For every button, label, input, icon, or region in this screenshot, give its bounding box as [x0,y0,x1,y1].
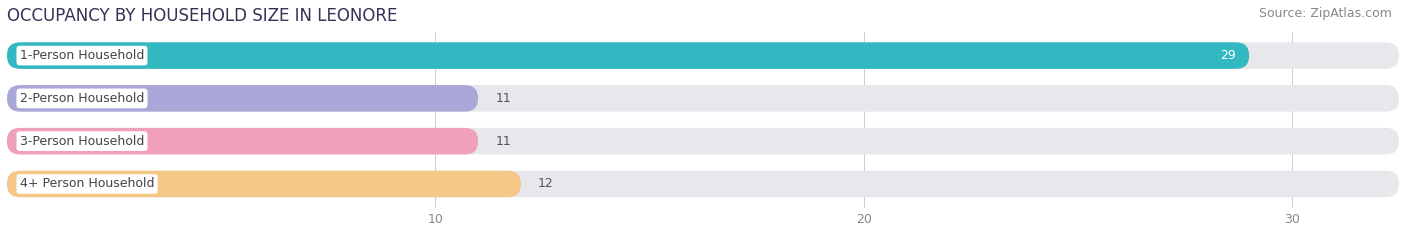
Text: OCCUPANCY BY HOUSEHOLD SIZE IN LEONORE: OCCUPANCY BY HOUSEHOLD SIZE IN LEONORE [7,7,398,25]
Text: 11: 11 [495,92,510,105]
Text: 1-Person Household: 1-Person Household [20,49,145,62]
Text: 11: 11 [495,135,510,148]
Text: 2-Person Household: 2-Person Household [20,92,145,105]
Text: Source: ZipAtlas.com: Source: ZipAtlas.com [1258,7,1392,20]
Text: 4+ Person Household: 4+ Person Household [20,178,155,190]
FancyBboxPatch shape [7,42,1399,69]
FancyBboxPatch shape [7,171,1399,197]
FancyBboxPatch shape [7,42,1249,69]
FancyBboxPatch shape [7,85,478,112]
FancyBboxPatch shape [7,128,478,154]
Text: 3-Person Household: 3-Person Household [20,135,145,148]
FancyBboxPatch shape [7,85,1399,112]
FancyBboxPatch shape [7,128,1399,154]
Text: 29: 29 [1220,49,1236,62]
Text: 12: 12 [538,178,554,190]
FancyBboxPatch shape [7,171,522,197]
